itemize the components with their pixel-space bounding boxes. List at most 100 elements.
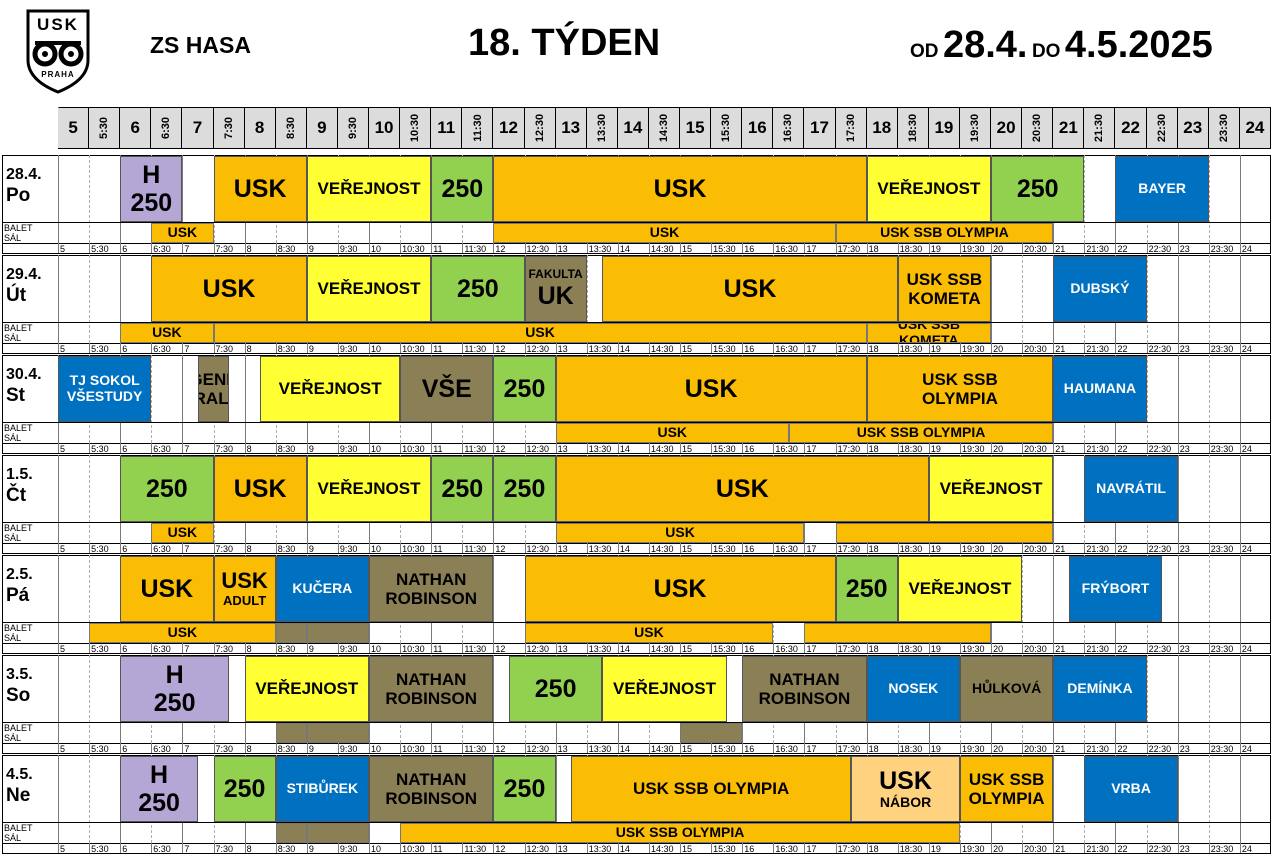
booking-block[interactable]: GENE RALI [197, 356, 230, 422]
grid-line [1239, 255, 1241, 343]
balet-booking[interactable]: USK SSB OLYMPIA [788, 423, 1054, 443]
booking-block[interactable]: VEŘEJNOST [260, 356, 401, 422]
booking-block[interactable]: HŮLKOVÁ [959, 656, 1054, 722]
balet-booking[interactable] [275, 723, 307, 743]
booking-block[interactable]: USK [602, 256, 898, 322]
booking-block[interactable]: NATHAN ROBINSON [369, 756, 494, 822]
balet-booking[interactable]: USK [213, 323, 867, 343]
balet-booking[interactable] [306, 823, 370, 843]
booking-block[interactable]: NAVRÁTIL [1084, 456, 1178, 522]
booking-block[interactable]: 250 [835, 556, 898, 622]
booking-block[interactable]: USK NÁBOR [851, 756, 960, 822]
booking-block[interactable]: FRÝBORT [1068, 556, 1163, 622]
day-name: Čt [6, 485, 27, 506]
booking-block[interactable]: 250 [431, 456, 494, 522]
booking-block[interactable]: KUČERA [275, 556, 369, 622]
booking-block[interactable]: 250 [213, 756, 276, 822]
booking-block[interactable]: VEŘEJNOST [306, 456, 432, 522]
booking-block[interactable]: 250 [493, 356, 556, 422]
balet-booking[interactable] [275, 823, 307, 843]
time-strip-label: 6:30 [153, 844, 171, 854]
booking-block[interactable]: USK SSB OLYMPIA [571, 756, 852, 822]
booking-block[interactable]: 250 [493, 456, 556, 522]
booking-block[interactable]: VRBA [1084, 756, 1178, 822]
balet-booking[interactable]: USK [524, 623, 774, 643]
time-strip-label: 15 [682, 344, 693, 354]
booking-block[interactable]: TJ SOKOL VŠESTUDY [58, 356, 152, 422]
booking-block[interactable]: H 250 [120, 756, 198, 822]
booking-block[interactable]: 250 [493, 756, 556, 822]
time-strip-tick [1146, 743, 1148, 753]
booking-block[interactable]: USK SSB OLYMPIA [959, 756, 1054, 822]
booking-block[interactable]: VEŘEJNOST [306, 156, 432, 222]
time-header-label: 10 [374, 118, 394, 137]
balet-booking[interactable]: USK [493, 223, 836, 243]
time-strip-tick [711, 243, 713, 253]
booking-block[interactable]: USK [213, 156, 307, 222]
booking-block[interactable]: HAUMANA [1053, 356, 1147, 422]
booking-block[interactable]: USK SSB KOMETA [897, 256, 992, 322]
booking-block[interactable]: 250 [120, 456, 214, 522]
booking-block[interactable]: VEŘEJNOST [306, 256, 432, 322]
balet-booking[interactable]: USK [151, 523, 214, 543]
booking-block[interactable]: USK [524, 556, 836, 622]
booking-block[interactable]: BAYER [1115, 156, 1209, 222]
booking-block[interactable]: USK [493, 156, 867, 222]
balet-booking[interactable] [306, 723, 370, 743]
booking-block[interactable]: H 250 [120, 156, 183, 222]
booking-block[interactable]: 250 [991, 156, 1085, 222]
booking-block[interactable]: 250 [508, 656, 603, 722]
booking-block[interactable]: USK [555, 356, 867, 422]
balet-booking[interactable] [680, 723, 743, 743]
balet-booking[interactable] [275, 623, 307, 643]
booking-block[interactable]: USK [120, 556, 214, 622]
booking-block[interactable]: NATHAN ROBINSON [369, 556, 494, 622]
booking-block[interactable]: NOSEK [866, 656, 960, 722]
balet-booking[interactable]: USK [555, 523, 805, 543]
balet-booking[interactable] [306, 623, 370, 643]
booking-block[interactable]: DUBSKÝ [1053, 256, 1147, 322]
booking-block[interactable]: 250 [431, 256, 525, 322]
balet-booking[interactable] [835, 523, 1054, 543]
booking-block[interactable]: USK [555, 456, 929, 522]
booking-block[interactable]: VEŘEJNOST [866, 156, 992, 222]
balet-booking[interactable]: USK [151, 223, 214, 243]
time-strip-label: 7:30 [215, 444, 234, 454]
time-strip-label: 21:30 [1086, 544, 1109, 554]
booking-block[interactable]: 250 [431, 156, 494, 222]
balet-booking[interactable] [804, 623, 992, 643]
time-header-label: 16 [747, 118, 767, 137]
booking-block[interactable]: H 250 [120, 656, 230, 722]
booking-block[interactable]: USK [213, 456, 307, 522]
balet-booking[interactable]: USK [89, 623, 276, 643]
balet-booking[interactable]: USK SSB KOMETA [866, 323, 992, 343]
booking-block[interactable]: USK [151, 256, 307, 322]
time-strip-tick [400, 543, 402, 553]
grid-line [1177, 655, 1179, 743]
booking-block[interactable]: DEMÍNKA [1053, 656, 1147, 722]
balet-booking[interactable]: USK [120, 323, 214, 343]
grid-line [1177, 355, 1179, 443]
time-strip-tick [1177, 543, 1179, 553]
booking-block[interactable]: VŠE [400, 356, 494, 422]
balet-booking[interactable]: USK SSB OLYMPIA [835, 223, 1054, 243]
time-strip-tick [400, 743, 402, 753]
booking-block[interactable]: VEŘEJNOST [897, 556, 1023, 622]
grid-line [586, 255, 588, 343]
booking-block[interactable]: FAKULTA UK [524, 256, 587, 322]
booking-block[interactable]: NATHAN ROBINSON [742, 656, 867, 722]
time-strip-label: 24 [1241, 344, 1252, 354]
time-strip-label: 6:30 [153, 644, 171, 654]
time-strip-label: 23 [1179, 844, 1190, 854]
booking-block[interactable]: VEŘEJNOST [244, 656, 370, 722]
balet-booking[interactable]: USK SSB OLYMPIA [400, 823, 960, 843]
time-header-13: 13 [555, 108, 587, 148]
booking-block[interactable]: STIBŮREK [275, 756, 369, 822]
booking-block[interactable]: USK ADULT [213, 556, 276, 622]
booking-block[interactable]: VEŘEJNOST [928, 456, 1054, 522]
booking-block[interactable]: VEŘEJNOST [602, 656, 727, 722]
time-strip-tick [524, 543, 526, 553]
balet-booking[interactable]: USK [555, 423, 789, 443]
booking-block[interactable]: USK SSB OLYMPIA [866, 356, 1054, 422]
booking-block[interactable]: NATHAN ROBINSON [369, 656, 494, 722]
